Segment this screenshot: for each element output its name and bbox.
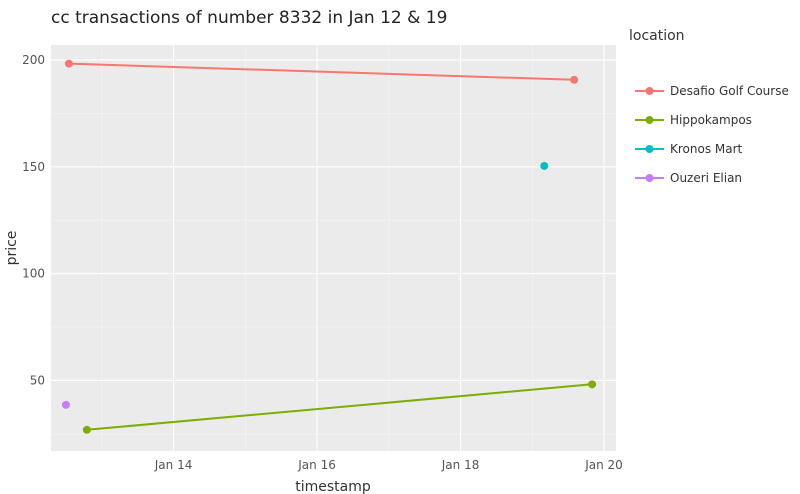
x-tick-label: Jan 18 xyxy=(441,458,480,472)
data-point[interactable] xyxy=(588,380,597,389)
legend-label: Desafio Golf Course xyxy=(670,84,789,98)
y-axis-title: price xyxy=(4,231,20,266)
x-tick-label: Jan 20 xyxy=(584,458,623,472)
chart-title: cc transactions of number 8332 in Jan 12… xyxy=(51,8,447,28)
series xyxy=(61,400,70,409)
x-tick-label: Jan 14 xyxy=(154,458,193,472)
series xyxy=(64,59,579,84)
legend-marker xyxy=(645,174,654,182)
x-axis-title: timestamp xyxy=(295,479,371,494)
legend-item[interactable]: Ouzeri Elian xyxy=(635,171,742,185)
legend-label: Hippokampos xyxy=(670,113,752,127)
legend-title: location xyxy=(629,28,685,44)
series-line xyxy=(86,383,593,431)
data-point[interactable] xyxy=(61,400,70,409)
legend-label: Kronos Mart xyxy=(670,142,743,156)
legend-item[interactable]: Hippokampos xyxy=(635,113,752,127)
series-line xyxy=(68,62,575,81)
legend-label: Ouzeri Elian xyxy=(670,171,742,185)
series xyxy=(540,161,549,170)
series-layer xyxy=(61,59,597,434)
series xyxy=(82,380,597,434)
legend-marker xyxy=(645,145,654,153)
legend-item[interactable]: Kronos Mart xyxy=(635,142,743,156)
tick-labels: 50 100 150 200 Jan 14 Jan 16 Jan 18 Jan 20 xyxy=(22,53,623,472)
data-point[interactable] xyxy=(540,161,549,170)
x-tick-label: Jan 16 xyxy=(297,458,336,472)
legend: location Desafio Golf Course Hippokampos K… xyxy=(629,28,789,185)
y-tick-label: 50 xyxy=(30,373,45,387)
y-tick-label: 150 xyxy=(22,160,45,174)
legend-marker xyxy=(645,87,654,95)
y-tick-label: 200 xyxy=(22,53,45,67)
data-point[interactable] xyxy=(82,425,91,434)
legend-marker xyxy=(645,116,654,124)
y-tick-label: 100 xyxy=(22,267,45,281)
data-point[interactable] xyxy=(570,75,579,84)
legend-item[interactable]: Desafio Golf Course xyxy=(635,84,789,98)
plot-area xyxy=(51,45,616,451)
gridlines xyxy=(51,45,616,451)
data-point[interactable] xyxy=(64,59,73,68)
